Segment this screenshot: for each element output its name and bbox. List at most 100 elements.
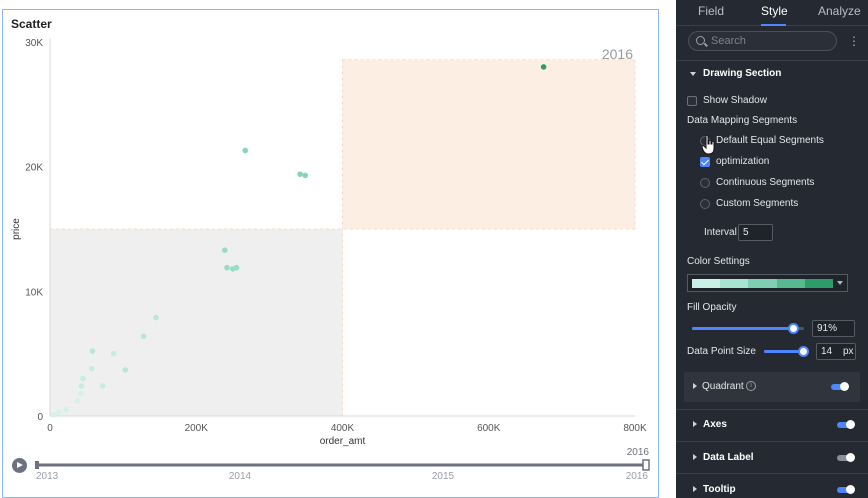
x-tick-label: 400K (331, 423, 355, 434)
data-point (74, 398, 81, 404)
data-point (63, 406, 69, 413)
search-input[interactable] (711, 34, 831, 48)
chevron-down-icon (690, 72, 696, 76)
color-ramp-select[interactable] (687, 274, 848, 292)
point-size-unit: px (843, 346, 854, 357)
data-point (50, 411, 57, 418)
color-settings-label: Color Settings (687, 256, 750, 267)
data-point (88, 365, 95, 372)
data-point-size-label: Data Point Size (687, 346, 756, 357)
data-label-section-header[interactable]: Data Label (676, 447, 868, 467)
fill-opacity-input[interactable]: 91% (812, 320, 855, 337)
color-ramp-swatch (692, 279, 721, 288)
tooltip-section-header[interactable]: Tooltip (676, 479, 868, 498)
data-point (140, 333, 147, 340)
data-point (242, 147, 249, 154)
drawing-section-header[interactable]: Drawing Section (676, 64, 868, 84)
divider (676, 409, 868, 410)
data-point (233, 264, 240, 271)
more-options-icon[interactable]: ⋮ (848, 34, 860, 48)
chart-title: Scatter (11, 17, 52, 31)
drawing-section-label: Drawing Section (703, 68, 782, 79)
timeline-year-label: 2013 (36, 471, 59, 482)
timeline-year-label: 2014 (229, 471, 252, 482)
chevron-right-icon (693, 486, 697, 492)
optimization-checkbox[interactable] (700, 157, 710, 167)
data-label-toggle[interactable] (837, 453, 855, 462)
y-tick-label: 20K (25, 163, 43, 174)
y-axis-label: price (11, 218, 22, 240)
divider (676, 441, 868, 442)
tab-style[interactable]: Style (761, 4, 788, 18)
hand-cursor-icon (702, 135, 715, 155)
x-tick-label: 0 (47, 423, 53, 434)
continuous-segments-radio[interactable] (700, 178, 710, 188)
optimization-label: optimization (716, 156, 770, 167)
timeline-start-handle (35, 461, 39, 469)
color-ramp-swatch (804, 279, 833, 288)
chevron-right-icon (693, 421, 697, 427)
data-point (302, 172, 309, 179)
data-point (297, 171, 303, 177)
fill-opacity-slider-fill (692, 327, 794, 330)
style-panel: Field Style Analyze ⋮ Drawing Section Sh… (676, 0, 868, 498)
fill-opacity-label: Fill Opacity (687, 302, 737, 313)
point-size-slider-fill (764, 350, 804, 353)
data-point (55, 409, 62, 416)
axes-toggle[interactable] (837, 420, 855, 429)
data-point (540, 64, 547, 70)
data-point (153, 314, 159, 321)
point-size-input[interactable]: 14 px (816, 343, 856, 360)
data-point (89, 348, 96, 354)
chart-card: 0 10K 20K 30K 0 200K 400K 600K 800K order_amt pric… (2, 9, 659, 498)
tooltip-toggle[interactable] (837, 485, 855, 494)
interval-label: Interval (704, 227, 737, 238)
custom-segments-radio[interactable] (700, 199, 710, 209)
timeline-year-label: 2016 (626, 471, 649, 482)
color-ramp-swatch (748, 279, 777, 288)
interval-input[interactable]: 5 (738, 224, 773, 241)
play-button[interactable] (12, 458, 27, 473)
divider (676, 473, 868, 474)
color-ramp-swatch (776, 279, 805, 288)
active-tab-indicator (761, 24, 786, 26)
search-box[interactable] (688, 31, 837, 51)
quadrant-row[interactable]: Quadrant i (684, 372, 860, 402)
quadrant-toggle[interactable] (831, 382, 849, 391)
tab-field[interactable]: Field (698, 4, 725, 18)
custom-segments-label: Custom Segments (716, 198, 799, 209)
point-size-value: 14 (821, 346, 833, 357)
quadrant-top-right (342, 59, 635, 229)
fill-opacity-slider-handle[interactable] (787, 323, 799, 334)
data-mapping-segments-label: Data Mapping Segments (687, 115, 798, 126)
x-tick-label: 200K (185, 423, 209, 434)
divider (676, 60, 868, 61)
axes-label: Axes (703, 419, 727, 430)
show-shadow-checkbox[interactable] (687, 96, 697, 106)
data-point (221, 247, 228, 253)
y-tick-label: 0 (37, 412, 43, 423)
data-point (122, 367, 129, 373)
timeline-end-handle (642, 459, 650, 471)
panel-tabs: Field Style Analyze (676, 0, 868, 26)
chevron-right-icon (693, 454, 697, 460)
data-point (78, 383, 85, 389)
timeline-year-label: 2015 (432, 471, 455, 482)
year-label: 2016 (602, 46, 633, 62)
data-point (77, 390, 84, 397)
tab-analyze[interactable]: Analyze (818, 4, 861, 18)
continuous-segments-label: Continuous Segments (716, 177, 815, 188)
show-shadow-label: Show Shadow (703, 95, 767, 106)
data-point (99, 383, 106, 389)
scatter-plot: 0 10K 20K 30K 0 200K 400K 600K 800K order_amt pric… (11, 38, 650, 482)
x-tick-label: 600K (477, 423, 501, 434)
info-icon[interactable]: i (746, 381, 756, 391)
quadrant-bottom-left (50, 229, 343, 416)
chevron-down-icon (837, 281, 843, 285)
axes-section-header[interactable]: Axes (676, 414, 868, 434)
data-label-label: Data Label (703, 452, 754, 463)
point-size-slider-handle[interactable] (797, 346, 809, 357)
quadrant-label: Quadrant (702, 381, 744, 392)
color-ramp-swatch (720, 279, 749, 288)
x-tick-label: 800K (623, 423, 647, 434)
